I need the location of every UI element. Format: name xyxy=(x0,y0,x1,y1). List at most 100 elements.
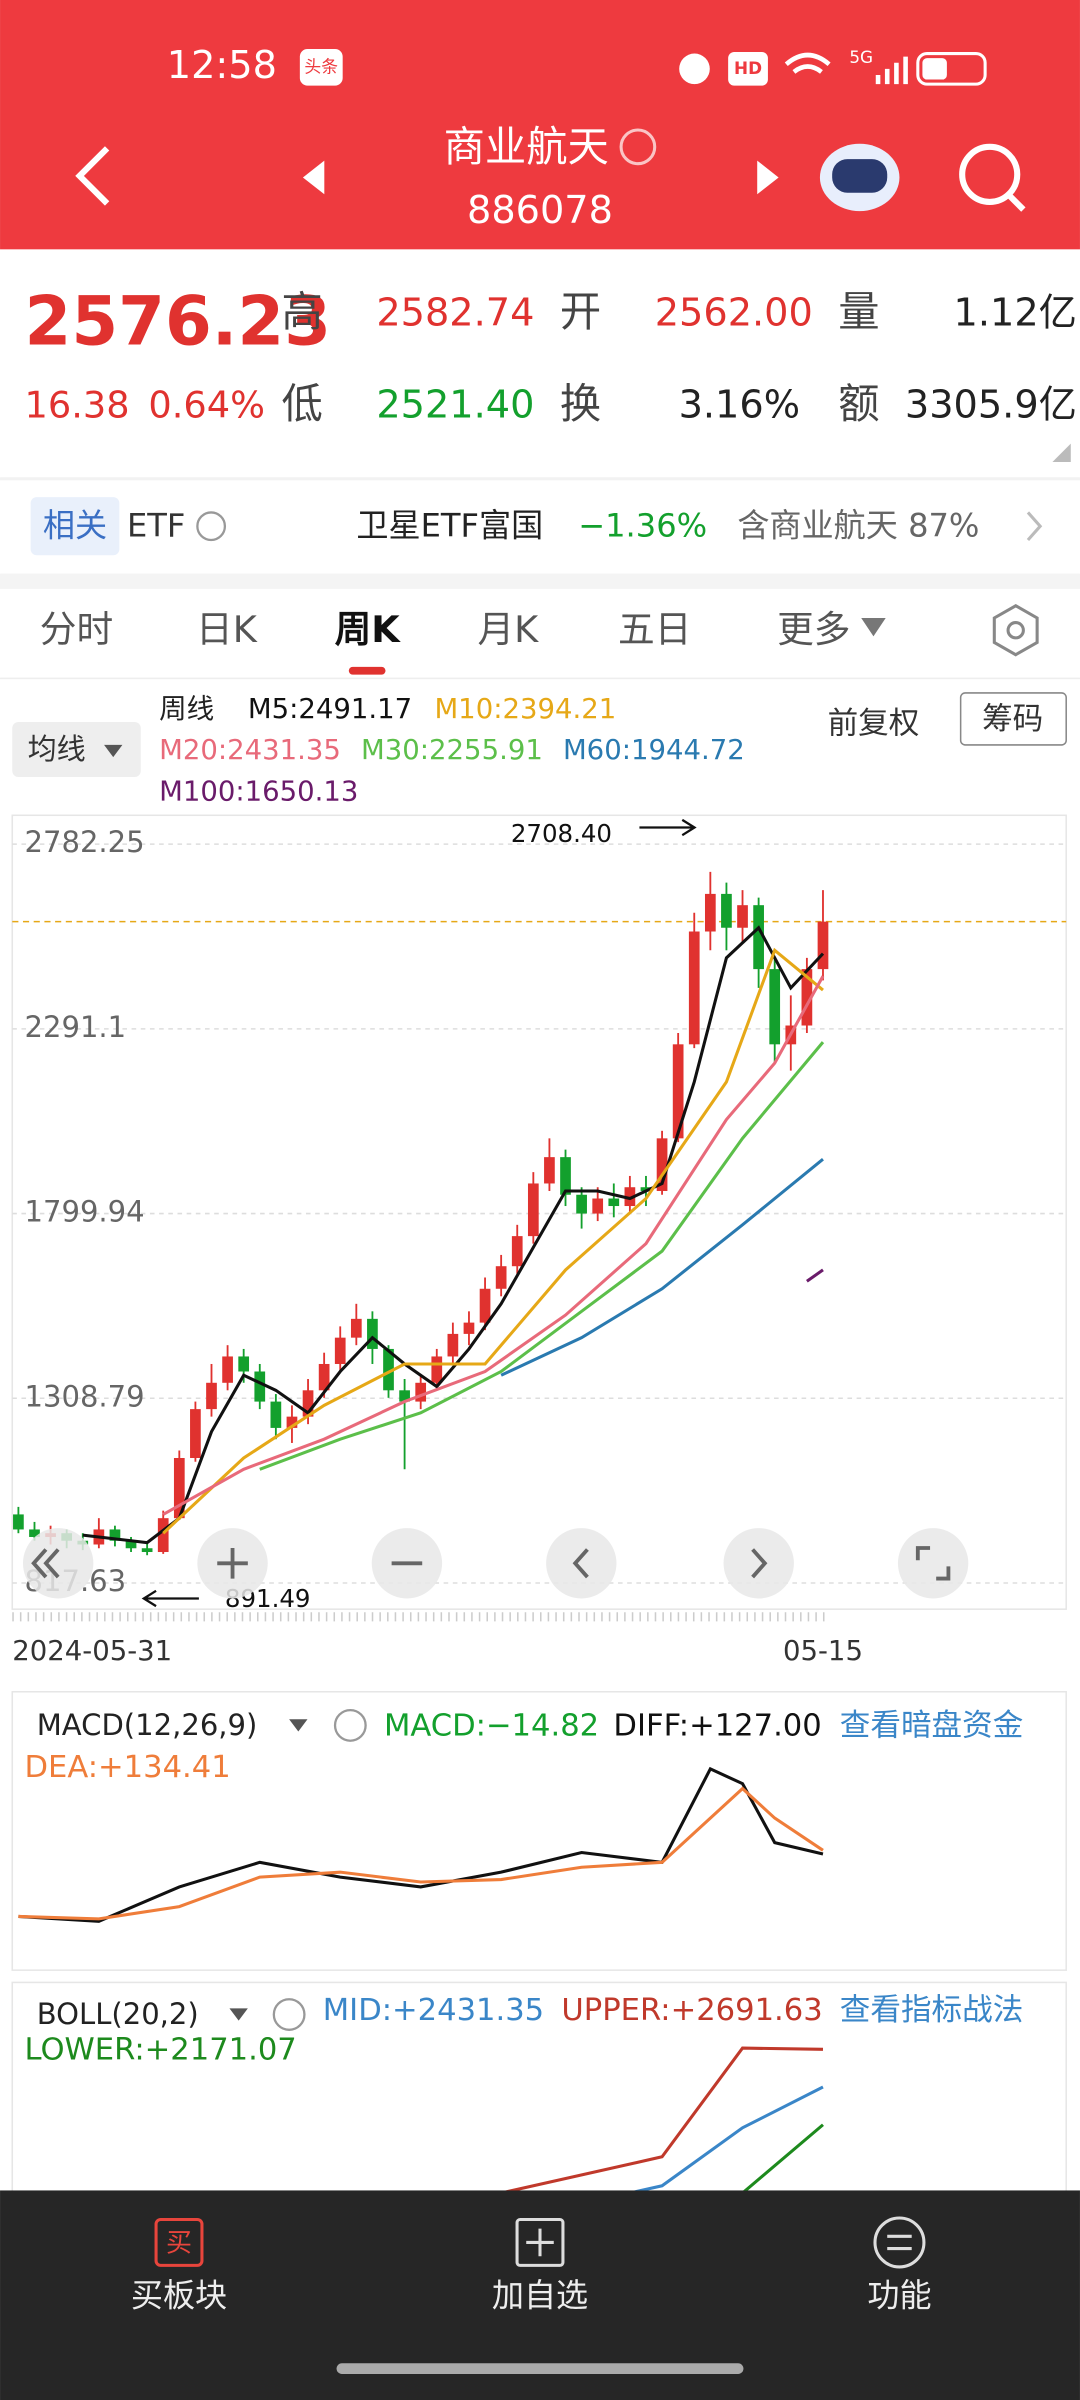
stock-code: 886078 xyxy=(467,189,613,233)
candle-body xyxy=(383,1348,394,1391)
indicator-line xyxy=(82,925,825,1545)
expand[interactable] xyxy=(1052,443,1071,462)
ma-menu[interactable]: 均线 xyxy=(28,732,86,766)
candle-body xyxy=(447,1333,459,1357)
nav-item[interactable]: 买板块 xyxy=(131,2277,227,2315)
tab[interactable]: 更多 xyxy=(777,608,850,651)
next[interactable] xyxy=(757,160,779,195)
quote-value: 3.16% xyxy=(679,383,800,427)
left-btn[interactable] xyxy=(546,1528,617,1599)
candle-body xyxy=(495,1266,507,1289)
tab[interactable]: 五日 xyxy=(618,608,691,651)
divider xyxy=(0,573,1080,589)
change: 16.38 xyxy=(25,383,130,426)
tab[interactable]: 月K xyxy=(477,608,539,651)
nav-item[interactable]: 功能 xyxy=(867,2277,931,2315)
candle-body xyxy=(367,1318,378,1349)
ma-menu-arrow xyxy=(104,744,123,758)
candle-body xyxy=(270,1401,282,1428)
etf-tag: 相关 xyxy=(43,507,107,545)
macd-title[interactable]: MACD(12,26,9) xyxy=(37,1708,258,1742)
ma-label: M10:2394.21 xyxy=(434,693,616,725)
macd-link[interactable]: 查看暗盘资金 xyxy=(840,1708,1023,1743)
search[interactable] xyxy=(959,143,1021,205)
candle-body xyxy=(801,969,813,1026)
candle-body xyxy=(399,1390,410,1402)
candle-body xyxy=(109,1529,121,1541)
ma-label: M30:2255.91 xyxy=(361,734,543,766)
tab[interactable]: 日K xyxy=(196,608,258,651)
header-bg xyxy=(0,0,1080,250)
info-icon[interactable] xyxy=(619,128,657,166)
quote-value: 2562.00 xyxy=(655,292,813,336)
chevron xyxy=(1026,511,1043,541)
hd: HD xyxy=(734,58,762,78)
back[interactable] xyxy=(75,146,110,206)
home-indicator xyxy=(336,2363,744,2374)
quote-label: 高 xyxy=(281,288,322,336)
alarm-icon xyxy=(679,53,710,85)
candle-body xyxy=(350,1318,362,1338)
etf-pct: −1.36% xyxy=(578,507,707,545)
candle-body xyxy=(527,1183,539,1237)
quote-label: 开 xyxy=(560,288,601,336)
tab[interactable]: 分时 xyxy=(40,608,113,651)
macd-frame xyxy=(11,1691,1067,1971)
candle-body xyxy=(560,1157,571,1195)
adjust[interactable]: 前复权 xyxy=(828,707,920,742)
candle-body xyxy=(624,1187,636,1207)
quote-value: 2521.40 xyxy=(376,383,534,427)
fullscreen[interactable] xyxy=(897,1528,969,1599)
high-arrow xyxy=(639,818,697,837)
quote-value: 3305.9亿 xyxy=(905,383,1077,427)
boll-link[interactable]: 查看指标战法 xyxy=(840,1993,1023,2028)
indicator-line xyxy=(162,975,825,1516)
more-arrow xyxy=(861,617,886,637)
settings[interactable] xyxy=(992,603,1039,657)
help[interactable] xyxy=(272,1998,306,2031)
prev[interactable] xyxy=(302,160,325,195)
indicator-line xyxy=(806,1268,824,1283)
help[interactable] xyxy=(196,511,227,542)
candle-body xyxy=(672,1044,684,1139)
nav-item[interactable]: 加自选 xyxy=(492,2277,588,2315)
macd-arrow xyxy=(289,1719,308,1732)
candle-body xyxy=(29,1529,40,1537)
candle-body xyxy=(286,1416,298,1428)
candle-body xyxy=(222,1356,233,1383)
chips-bg[interactable] xyxy=(959,692,1067,746)
candle-body xyxy=(157,1518,169,1553)
menu-icon xyxy=(873,2216,926,2269)
badge-bg xyxy=(299,48,343,86)
candle-body xyxy=(13,1514,24,1530)
etf-name[interactable]: 卫星ETF富国 xyxy=(356,507,543,545)
boll-arrow xyxy=(229,2008,248,2021)
candle-body xyxy=(511,1236,523,1267)
candle-body xyxy=(254,1371,266,1402)
quote-label: 量 xyxy=(838,288,879,336)
diff-value: DIFF:+127.00 xyxy=(613,1708,821,1743)
settings-dot xyxy=(1006,621,1025,640)
chips[interactable]: 筹码 xyxy=(982,702,1043,737)
ma-menu-bg[interactable] xyxy=(12,721,141,778)
hd-bg xyxy=(728,52,768,86)
help[interactable] xyxy=(333,1708,367,1742)
quote-value: 1.12亿 xyxy=(954,292,1077,336)
tab-indicator xyxy=(348,666,386,675)
boll-title[interactable]: BOLL(20,2) xyxy=(37,1997,199,2031)
candle-body xyxy=(656,1138,668,1191)
robot-face xyxy=(832,159,888,193)
low-arrow xyxy=(141,1589,199,1608)
divider xyxy=(0,677,1080,680)
stock-name: 商业航天 xyxy=(444,123,609,171)
scroll-left-btn[interactable] xyxy=(22,1528,94,1599)
macd-value: MACD:−14.82 xyxy=(384,1708,599,1743)
tab[interactable]: 周K xyxy=(335,608,402,651)
candle-body xyxy=(431,1356,443,1383)
net: 5G xyxy=(849,47,873,67)
indicator-line xyxy=(743,2123,824,2191)
right-btn[interactable] xyxy=(723,1528,794,1599)
y-tick-label: 1799.94 xyxy=(25,1195,145,1229)
